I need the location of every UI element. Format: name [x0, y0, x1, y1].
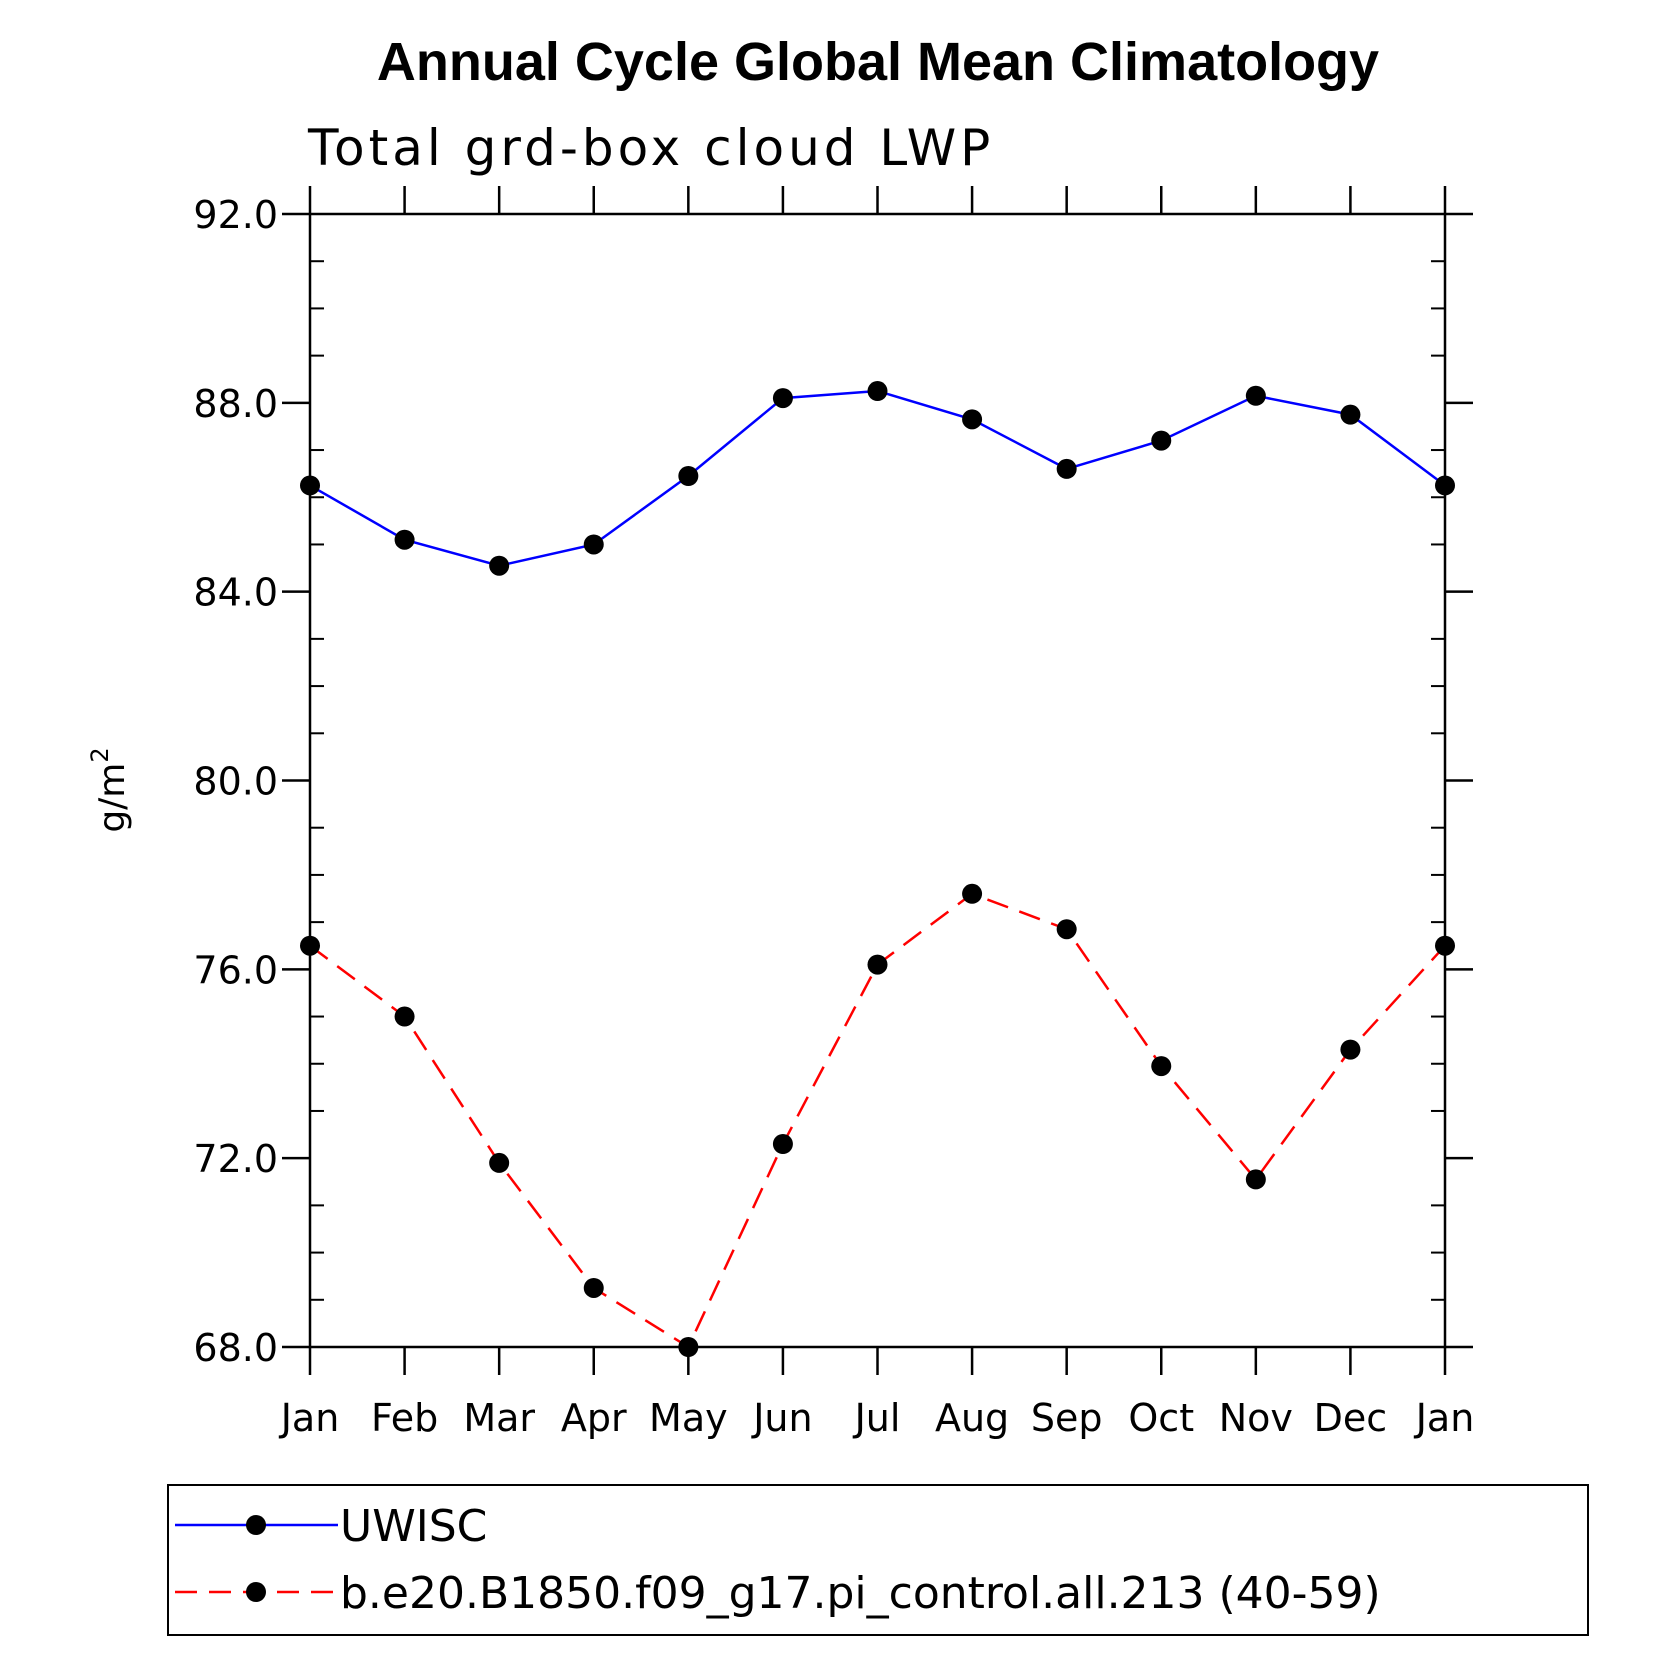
series-2-point: [300, 935, 320, 956]
series-1-point: [583, 534, 604, 555]
series-layer: [300, 381, 1455, 1357]
legend-box: [167, 1484, 1589, 1636]
y-tick-label: 92.0: [193, 193, 278, 237]
y-tick-label: 76.0: [193, 948, 278, 992]
series-2-point: [678, 1337, 699, 1357]
series-2-point: [583, 1277, 604, 1298]
x-tick-label: Dec: [1314, 1396, 1388, 1440]
x-tick-label: Aug: [935, 1396, 1009, 1440]
series-2-point: [1056, 919, 1077, 940]
series-1-point: [962, 409, 983, 430]
x-tick-label: Oct: [1128, 1396, 1194, 1440]
x-tick-label: Nov: [1219, 1396, 1293, 1440]
series-2-point: [962, 883, 983, 904]
series-2-point: [1245, 1169, 1266, 1190]
series-1-point: [1340, 404, 1361, 425]
series-1-point: [1056, 458, 1077, 479]
series-1-point: [394, 529, 415, 550]
y-axis-label-text: g/m: [92, 763, 133, 833]
legend-label-1: UWISC: [340, 1501, 487, 1552]
legend-marker-2: [246, 1582, 266, 1602]
y-axis-label: g/m2: [86, 747, 133, 832]
x-tick-label: Jul: [853, 1396, 901, 1440]
legend: UWISC b.e20.B1850.f09_g17.pi_control.all.…: [175, 1501, 1381, 1619]
legend-label-2: b.e20.B1850.f09_g17.pi_control.all.213 (…: [340, 1568, 1381, 1619]
series-2-point: [772, 1134, 793, 1155]
series-1-point: [1245, 385, 1266, 406]
x-tick-label: Jan: [279, 1396, 340, 1440]
series-2-point: [394, 1006, 415, 1027]
series-2-point: [1435, 935, 1455, 956]
x-tick-label: May: [649, 1396, 728, 1440]
series-2-point: [1151, 1056, 1172, 1077]
series-2-point: [1340, 1039, 1361, 1060]
series-1-point: [489, 555, 510, 576]
y-tick-label: 84.0: [193, 571, 278, 615]
series-1-point: [300, 475, 320, 496]
y-tick-label: 68.0: [193, 1326, 278, 1370]
axes: Jan Feb Mar Apr May Jun Jul Aug Sep Oct Nov Dec Jan6…: [193, 186, 1474, 1440]
legend-marker-1: [246, 1515, 266, 1535]
series-1-point: [867, 381, 888, 402]
series-2-point: [867, 954, 888, 975]
x-tick-label: Sep: [1031, 1396, 1103, 1440]
series-1-point: [772, 388, 793, 409]
x-tick-label: Jun: [751, 1396, 812, 1440]
series-1-point: [1151, 430, 1172, 451]
series-line-1: [309, 389, 1446, 567]
chart-subtitle: Total grd-box cloud LWP: [307, 119, 994, 177]
x-tick-label: Jan: [1414, 1396, 1475, 1440]
y-tick-label: 88.0: [193, 382, 278, 426]
x-tick-label: Apr: [561, 1396, 627, 1440]
y-tick-label: 80.0: [193, 760, 278, 804]
x-tick-label: Feb: [371, 1396, 438, 1440]
series-2-point: [489, 1152, 510, 1173]
y-axis-label-superscript: 2: [86, 747, 114, 762]
series-1-point: [1435, 475, 1455, 496]
chart-title: Annual Cycle Global Mean Climatology: [377, 32, 1379, 92]
x-tick-label: Mar: [463, 1396, 535, 1440]
svg-text:g/m2: g/m2: [86, 747, 133, 832]
series-1-point: [678, 466, 699, 487]
y-tick-label: 72.0: [193, 1137, 278, 1181]
